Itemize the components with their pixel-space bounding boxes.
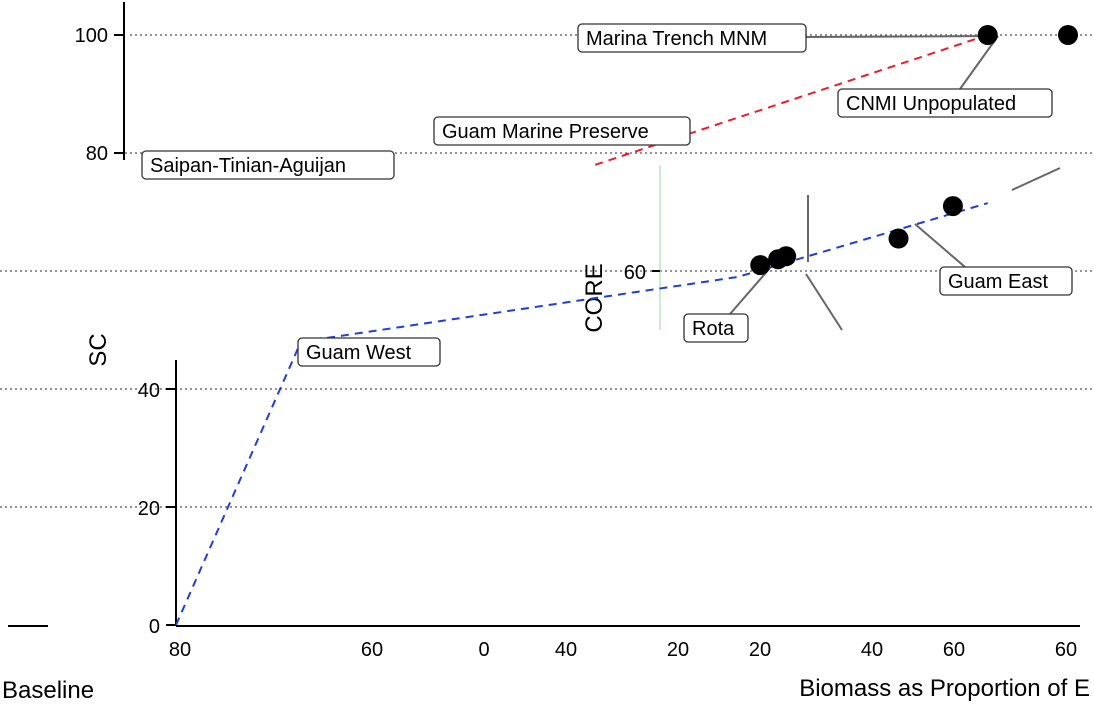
x-tick-label: 40 — [861, 639, 883, 661]
x-axis-title-left: Baseline — [2, 677, 94, 704]
series-line — [175, 202, 988, 626]
data-label-text: Saipan-Tinian-Aguijan — [150, 155, 346, 177]
y-tick-label-60: 60 — [624, 262, 646, 284]
leader-line — [959, 35, 999, 90]
data-point — [1058, 25, 1078, 45]
data-label-text: CNMI Unpopulated — [846, 93, 1016, 115]
x-tick-label: 60 — [1055, 639, 1077, 661]
data-label: Saipan-Tinian-Aguijan — [141, 150, 395, 180]
y-tick-label-40: 40 — [138, 380, 160, 402]
series-lines — [175, 34, 989, 626]
data-point — [776, 246, 797, 267]
data-label-box — [141, 150, 395, 180]
data-label: Guam West — [297, 337, 441, 367]
x-tick-label: 60 — [943, 639, 965, 661]
data-label-text: Guam East — [948, 271, 1048, 293]
data-labels: Marina Trench MNM CNMI Unpopulated Guam Ma… — [141, 23, 1073, 367]
data-label: Rota — [683, 313, 749, 343]
x-axis-title-right: Biomass as Proportion of E — [799, 675, 1090, 702]
leader-line — [805, 35, 999, 38]
leader-line — [1011, 167, 1061, 191]
leader-line — [729, 267, 771, 315]
x-tick-label: 0 — [478, 639, 489, 661]
data-label: Marina Trench MNM — [577, 23, 807, 53]
y-tick-label-0: 0 — [149, 616, 160, 638]
data-label-box — [837, 88, 1053, 118]
data-label-text: Guam West — [306, 342, 412, 364]
data-label: Guam East — [939, 266, 1073, 296]
data-label-text: Rota — [692, 318, 735, 340]
data-label-box — [433, 116, 691, 146]
data-label-text: Marina Trench MNM — [586, 28, 767, 50]
data-label-box — [939, 266, 1073, 296]
data-point — [750, 255, 771, 276]
data-point — [888, 228, 909, 249]
data-label-box — [577, 23, 807, 53]
data-points — [750, 25, 1078, 276]
label-leader-lines — [729, 35, 1061, 331]
data-label-box — [683, 313, 749, 343]
y-axis-title: SC — [85, 333, 112, 366]
x-tick-label: 60 — [361, 639, 383, 661]
leader-line — [914, 223, 966, 268]
data-point — [977, 25, 998, 45]
x-tick-label: 20 — [749, 639, 771, 661]
data-label-text: Guam Marine Preserve — [442, 121, 649, 143]
x-tick-label: 80 — [169, 639, 191, 661]
data-point — [942, 196, 963, 217]
x-tick-label: 20 — [667, 639, 689, 661]
data-label-box — [297, 337, 441, 367]
x-ticks: 80 60 0 40 20 20 40 60 60 — [169, 639, 1077, 661]
leader-line — [805, 273, 843, 331]
y-tick-label-100: 100 — [75, 25, 108, 47]
y-tick-label-80: 80 — [86, 143, 108, 165]
data-label: CNMI Unpopulated — [837, 88, 1053, 118]
data-label: Guam Marine Preserve — [433, 116, 691, 146]
y-tick-label-20: 20 — [138, 498, 160, 520]
x-tick-label: 40 — [555, 639, 577, 661]
